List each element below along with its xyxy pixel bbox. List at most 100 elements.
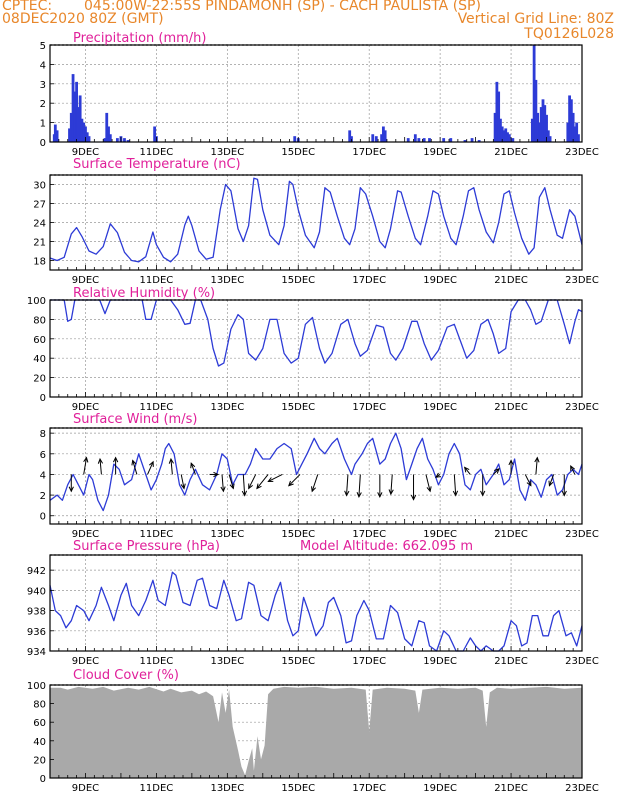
wind-arrow-head	[494, 468, 500, 474]
precip-bar	[442, 138, 446, 142]
x-tick-label: 15DEC	[281, 529, 315, 540]
wind-arrow-head	[526, 480, 532, 487]
precip-bar	[577, 134, 580, 142]
x-tick-label: 17DEC	[352, 529, 386, 540]
y-tick-label: 80	[33, 700, 46, 711]
precip-bar	[53, 124, 57, 142]
series-line	[49, 571, 583, 652]
precip-bar	[477, 140, 481, 142]
precip-bar	[499, 118, 502, 142]
precip-bar	[82, 122, 86, 142]
header-grid-line: Vertical Grid Line: 80Z	[457, 11, 614, 27]
x-tick-label: 9DEC	[72, 656, 99, 667]
y-tick-label: 940	[27, 586, 46, 597]
precip-bar	[107, 126, 110, 142]
cloud-cover-area	[50, 686, 582, 778]
precip-bar	[541, 99, 545, 142]
wind-arrow-head	[256, 483, 262, 490]
y-tick-label: 100	[27, 296, 46, 307]
x-tick-label: 19DEC	[423, 147, 457, 158]
wind-arrow-head	[131, 459, 137, 466]
wind-arrow-head	[148, 460, 154, 467]
wind-arrow-head	[480, 490, 486, 497]
y-tick-label: 0	[40, 138, 46, 149]
precip-bar	[507, 134, 511, 142]
precip-bar	[530, 118, 534, 142]
wind-arrow	[180, 474, 185, 489]
wind-arrow-head	[570, 465, 575, 472]
precip-bar	[69, 112, 73, 142]
precip-bar	[293, 136, 297, 142]
wind-arrow-head	[561, 490, 567, 497]
precip-bar	[123, 138, 126, 142]
wind-arrow-head	[434, 472, 441, 478]
precip-bar	[76, 107, 80, 142]
x-tick-label: 13DEC	[210, 275, 244, 286]
y-tick-label: 938	[27, 607, 46, 618]
y-tick-label: 100	[27, 681, 46, 692]
chart-title: Surface Wind (m/s)	[73, 412, 197, 427]
precip-bar	[449, 138, 453, 142]
x-tick-label: 11DEC	[140, 147, 174, 158]
precip-bar	[80, 118, 84, 142]
wind-arrow	[358, 474, 361, 497]
y-tick-label: 20	[33, 374, 46, 385]
series-line	[49, 177, 583, 263]
x-tick-label: 11DEC	[140, 275, 174, 286]
x-tick-label: 11DEC	[140, 529, 174, 540]
precip-bar	[546, 130, 550, 142]
y-tick-label: 40	[33, 737, 46, 748]
precip-bar	[87, 136, 91, 142]
chart-title: Surface Temperature (nC)	[73, 157, 241, 172]
plot-frame	[49, 554, 583, 652]
wind-arrow	[464, 467, 471, 475]
wind-arrow	[228, 474, 234, 489]
x-tick-label: 11DEC	[140, 402, 174, 413]
precip-bar	[71, 74, 75, 142]
chart-title: Cloud Cover (%)	[73, 668, 179, 683]
wind-arrow	[99, 459, 102, 475]
precip-bar	[539, 107, 543, 142]
wind-arrow-head	[452, 490, 459, 497]
wind-arrow-head	[168, 457, 174, 464]
y-tick-label: 40	[33, 354, 46, 365]
wind-arrow	[570, 465, 576, 475]
wind-arrow-head	[248, 483, 253, 490]
y-tick-label: 2	[40, 99, 46, 110]
x-tick-label: 21DEC	[494, 783, 528, 794]
precip-bar	[511, 138, 515, 142]
precip-bar	[380, 134, 384, 142]
x-tick-label: 15DEC	[281, 275, 315, 286]
series-line	[49, 432, 583, 512]
wind-arrow-head	[534, 456, 540, 463]
precip-bar	[103, 138, 107, 142]
precip-bar	[422, 138, 426, 142]
chart-panel-3: 9DEC 11DEC 13DEC 15DEC 17DEC 19DEC 21DEC 23DEC 0…	[40, 412, 599, 540]
chart-title: Relative Humidity (%)	[73, 286, 215, 301]
precip-bar	[371, 134, 375, 142]
header-location: 045:00W-22:55S PINDAMONH (SP) - CACH PAU…	[84, 0, 481, 14]
y-tick-label: 936	[27, 627, 46, 638]
wind-arrow-head	[220, 486, 226, 493]
x-tick-label: 23DEC	[565, 529, 599, 540]
y-tick-label: 21	[33, 238, 46, 249]
x-tick-label: 17DEC	[352, 656, 386, 667]
wind-arrow-head	[426, 486, 432, 493]
x-tick-label: 13DEC	[210, 656, 244, 667]
wind-arrow	[256, 474, 269, 489]
precip-bar	[502, 130, 506, 142]
precip-bar	[504, 128, 508, 142]
x-tick-label: 13DEC	[210, 783, 244, 794]
y-tick-label: 60	[33, 335, 46, 346]
y-tick-label: 1	[40, 119, 46, 130]
wind-arrow	[453, 474, 457, 496]
y-tick-label: 0	[40, 512, 46, 523]
precip-bar	[543, 105, 547, 142]
wind-arrow-head	[508, 459, 514, 466]
y-tick-label: 80	[33, 315, 46, 326]
x-tick-label: 19DEC	[423, 402, 457, 413]
precip-bar	[568, 95, 571, 142]
precip-bar	[383, 130, 387, 142]
precip-bar	[571, 112, 575, 142]
x-tick-label: 21DEC	[494, 656, 528, 667]
